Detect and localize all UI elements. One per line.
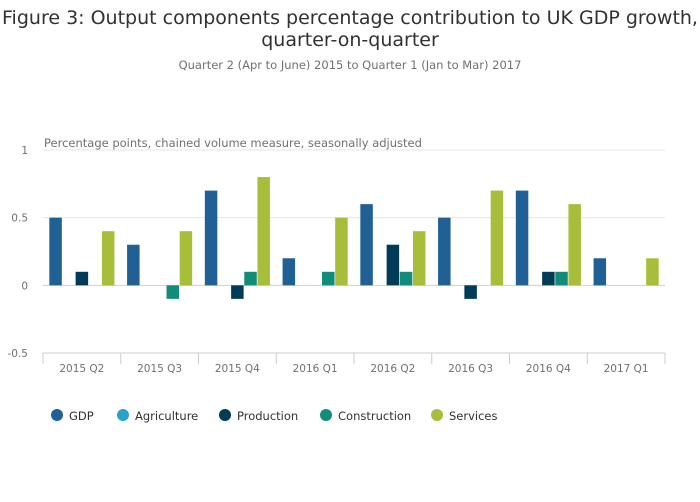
y-axis-units-label: Percentage points, chained volume measur… [44, 136, 422, 150]
bar-services-2016-q4 [568, 204, 581, 286]
legend-label: Services [449, 409, 498, 423]
legend-label: Agriculture [135, 409, 198, 423]
gridlines [43, 149, 665, 286]
bar-gdp-2017-q1 [593, 258, 607, 286]
bar-construction-2016-q1 [322, 271, 335, 286]
legend-marker [219, 409, 231, 421]
bar-construction-2016-q2 [399, 271, 413, 286]
x-tick-label: 2015 Q2 [59, 363, 104, 375]
legend-marker [320, 409, 332, 421]
x-tick-label: 2015 Q3 [137, 363, 182, 375]
legend-item-agriculture[interactable]: Agriculture [117, 409, 198, 423]
bar-gdp-2015-q2 [49, 217, 62, 286]
bar-gdp-2016-q3 [438, 217, 451, 286]
bars [49, 177, 659, 299]
legend-item-production[interactable]: Production [219, 409, 298, 423]
bar-production-2016-q2 [386, 244, 400, 286]
bar-services-2015-q4 [257, 177, 270, 286]
bar-gdp-2016-q4 [515, 190, 529, 286]
y-tick-label: 0.5 [11, 213, 28, 225]
bar-services-2016-q3 [490, 190, 504, 286]
bar-gdp-2015-q3 [127, 244, 140, 286]
bar-gdp-2016-q1 [282, 258, 296, 286]
x-axis: 2015 Q2 2015 Q3 2015 Q4 2016 Q1 2016 Q2 2016 … [42, 352, 666, 375]
x-tick-label: 2017 Q1 [604, 363, 649, 375]
chart-title-line1: Figure 3: Output components percentage c… [2, 7, 698, 29]
bar-production-2015-q2 [75, 271, 89, 286]
bar-construction-2016-q4 [555, 271, 568, 286]
bar-services-2015-q2 [101, 231, 115, 286]
legend-marker [117, 409, 129, 421]
chart-title-line2: quarter-on-quarter [261, 29, 439, 51]
legend-item-gdp[interactable]: GDP [51, 409, 94, 423]
legend[interactable]: GDP Agriculture Production Construction Serv… [51, 409, 498, 423]
bar-services-2017-q1 [646, 258, 659, 286]
legend-marker [51, 409, 63, 421]
x-tick-label: 2015 Q4 [215, 363, 260, 375]
x-tick-label: 2016 Q1 [293, 363, 338, 375]
bar-production-2016-q3 [464, 285, 477, 299]
bar-services-2016-q2 [412, 231, 426, 286]
bar-construction-2015-q4 [244, 271, 257, 286]
legend-marker [431, 409, 443, 421]
bar-gdp-2016-q2 [360, 204, 373, 286]
x-tick-label: 2016 Q2 [370, 363, 415, 375]
legend-label: Production [237, 409, 298, 423]
bar-production-2015-q4 [231, 285, 244, 299]
y-axis-ticks: 1 0.5 0 -0.5 [8, 145, 29, 360]
bar-construction-2015-q3 [166, 285, 180, 299]
bar-services-2016-q1 [335, 217, 348, 286]
y-tick-label: 0 [21, 280, 28, 292]
y-tick-label: -0.5 [8, 348, 29, 360]
y-tick-label: 1 [21, 145, 28, 157]
chart-subtitle: Quarter 2 (Apr to June) 2015 to Quarter … [179, 58, 522, 72]
bar-production-2016-q4 [542, 271, 555, 286]
legend-item-services[interactable]: Services [431, 409, 498, 423]
legend-label: Construction [338, 409, 411, 423]
bar-gdp-2015-q4 [204, 190, 218, 286]
bar-services-2015-q3 [179, 231, 193, 286]
x-tick-label: 2016 Q4 [526, 363, 571, 375]
legend-item-construction[interactable]: Construction [320, 409, 411, 423]
legend-label: GDP [69, 409, 94, 423]
x-tick-label: 2016 Q3 [448, 363, 493, 375]
